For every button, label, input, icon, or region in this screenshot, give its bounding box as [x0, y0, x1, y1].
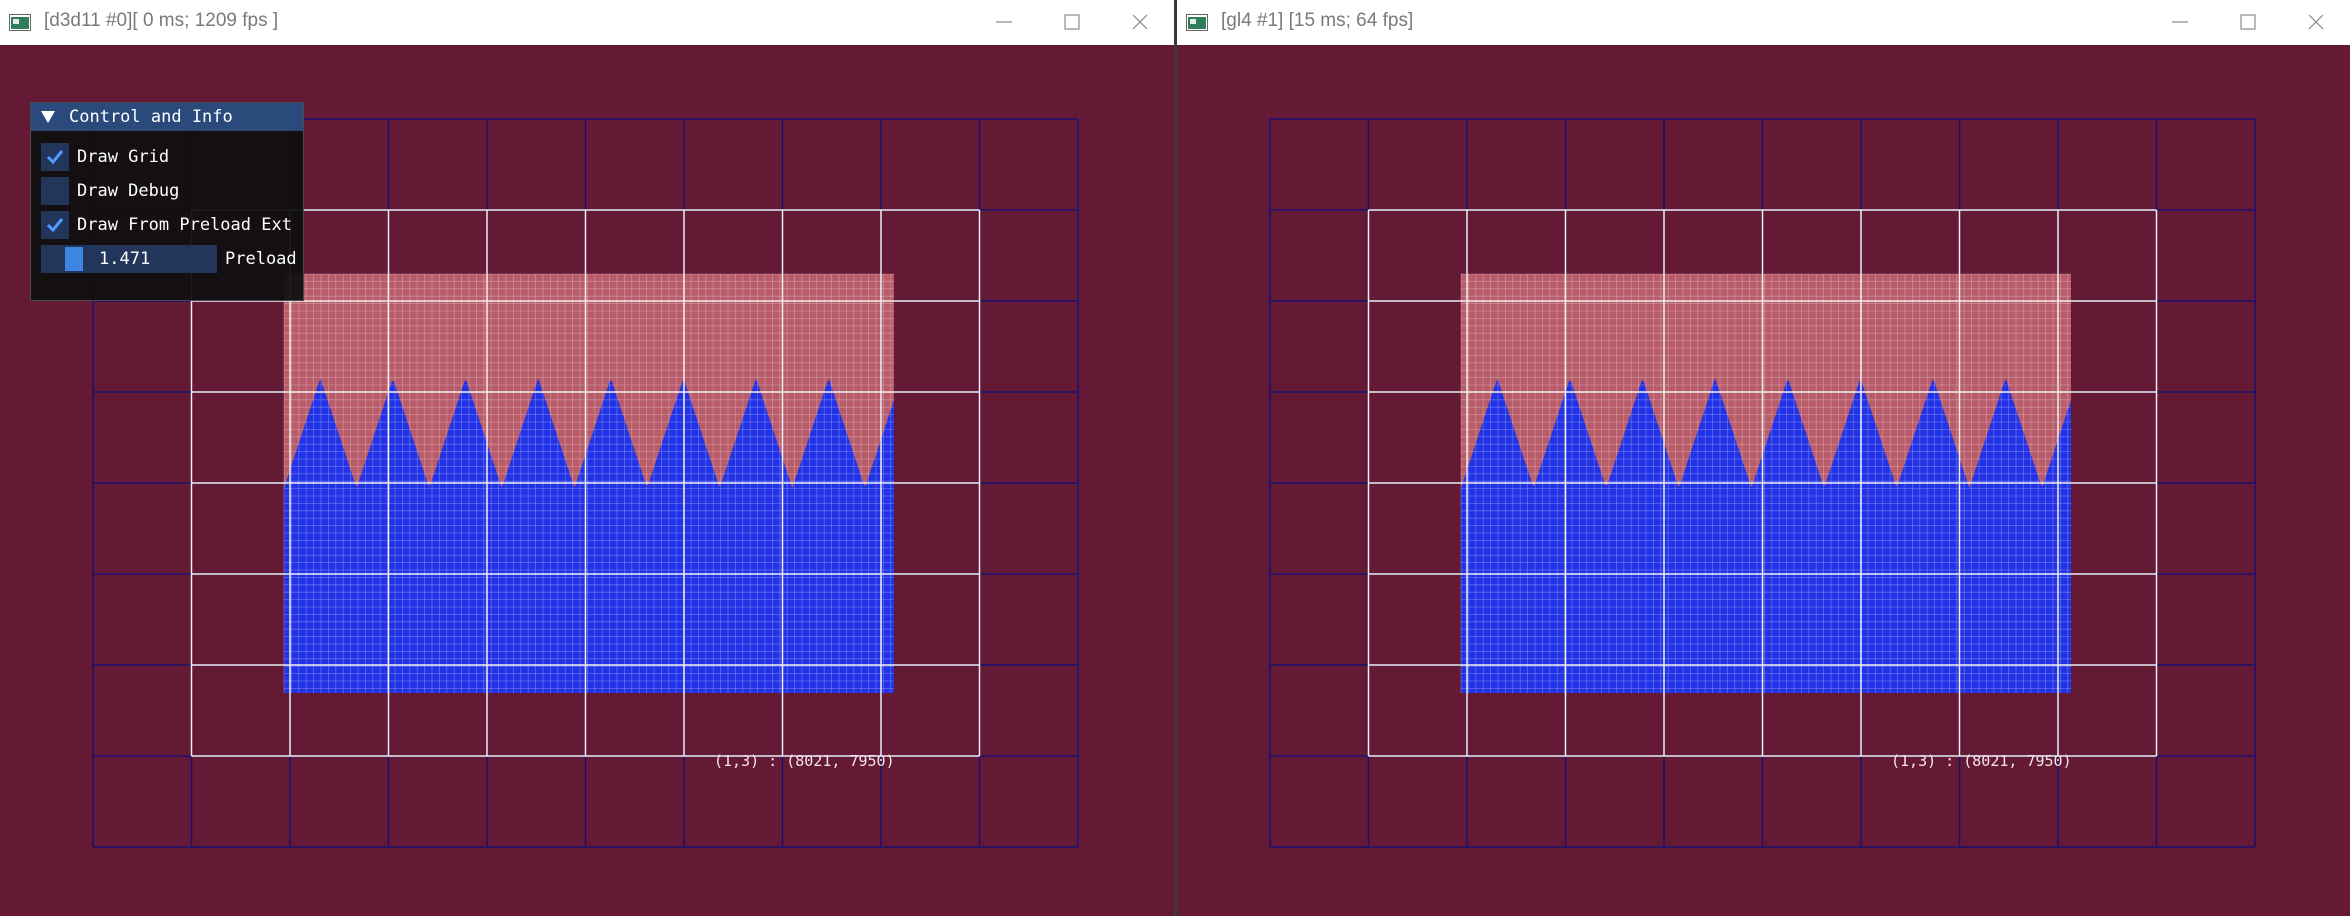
checkbox-label: Draw Grid — [77, 147, 170, 167]
draw-from-preload-checkbox[interactable]: Draw From Preload Ext — [41, 211, 303, 239]
app-window-icon — [1186, 14, 1208, 31]
title-bar[interactable]: [d3d11 #0][ 0 ms; 1209 fps ] — [0, 0, 1174, 45]
close-button[interactable] — [1106, 0, 1174, 45]
render-viewport[interactable]: (1,3) : (8021, 7950) — [0, 45, 1174, 916]
checkbox-box[interactable] — [41, 143, 69, 171]
panel-title: Control and Info — [69, 107, 233, 127]
maximize-icon — [1064, 14, 1080, 30]
slider-label: Preload — [225, 249, 297, 269]
close-icon — [2308, 14, 2324, 30]
coordinate-readout: (1,3) : (8021, 7950) — [714, 752, 895, 770]
title-bar[interactable]: [gl4 #1] [15 ms; 64 fps] — [1177, 0, 2350, 45]
checkbox-box[interactable] — [41, 211, 69, 239]
maximize-icon — [2240, 14, 2256, 30]
draw-debug-checkbox[interactable]: Draw Debug — [41, 177, 303, 205]
slider-grab-handle[interactable] — [65, 247, 83, 271]
render-viewport[interactable]: (1,3) : (8021, 7950) — [1177, 45, 2350, 916]
field-lower-wave-region — [284, 378, 894, 693]
window-divider — [1174, 0, 1177, 916]
window-title: [d3d11 #0][ 0 ms; 1209 fps ] — [44, 10, 279, 31]
panel-header[interactable]: Control and Info — [31, 103, 303, 131]
minimize-icon — [996, 21, 1012, 23]
minimize-icon — [2172, 21, 2188, 23]
checkbox-label: Draw Debug — [77, 181, 180, 201]
maximize-button[interactable] — [1038, 0, 1106, 45]
slider-value: 1.471 — [99, 249, 151, 269]
close-button[interactable] — [2282, 0, 2350, 45]
control-panel: Control and Info Draw Grid Draw Debug — [30, 102, 304, 301]
checkmark-icon — [46, 218, 64, 233]
minimize-button[interactable] — [2146, 0, 2214, 45]
checkmark-icon — [46, 150, 64, 165]
close-icon — [1132, 14, 1148, 30]
coordinate-readout: (1,3) : (8021, 7950) — [1891, 752, 2072, 770]
minimize-button[interactable] — [970, 0, 1038, 45]
collapse-arrow-icon — [41, 111, 55, 123]
checkbox-box[interactable] — [41, 177, 69, 205]
field-lower-wave-region — [1461, 378, 2071, 693]
preload-slider-row: 1.471 Preload — [41, 245, 303, 273]
app-window-icon — [9, 14, 31, 31]
maximize-button[interactable] — [2214, 0, 2282, 45]
gl4-window: [gl4 #1] [15 ms; 64 fps] (1,3) : (8021, … — [1177, 0, 2350, 916]
d3d11-window: [d3d11 #0][ 0 ms; 1209 fps ] (1,3) : (80… — [0, 0, 1174, 916]
preload-slider[interactable]: 1.471 — [41, 245, 217, 273]
draw-grid-checkbox[interactable]: Draw Grid — [41, 143, 303, 171]
checkbox-label: Draw From Preload Ext — [77, 215, 292, 235]
window-title: [gl4 #1] [15 ms; 64 fps] — [1221, 10, 1414, 31]
